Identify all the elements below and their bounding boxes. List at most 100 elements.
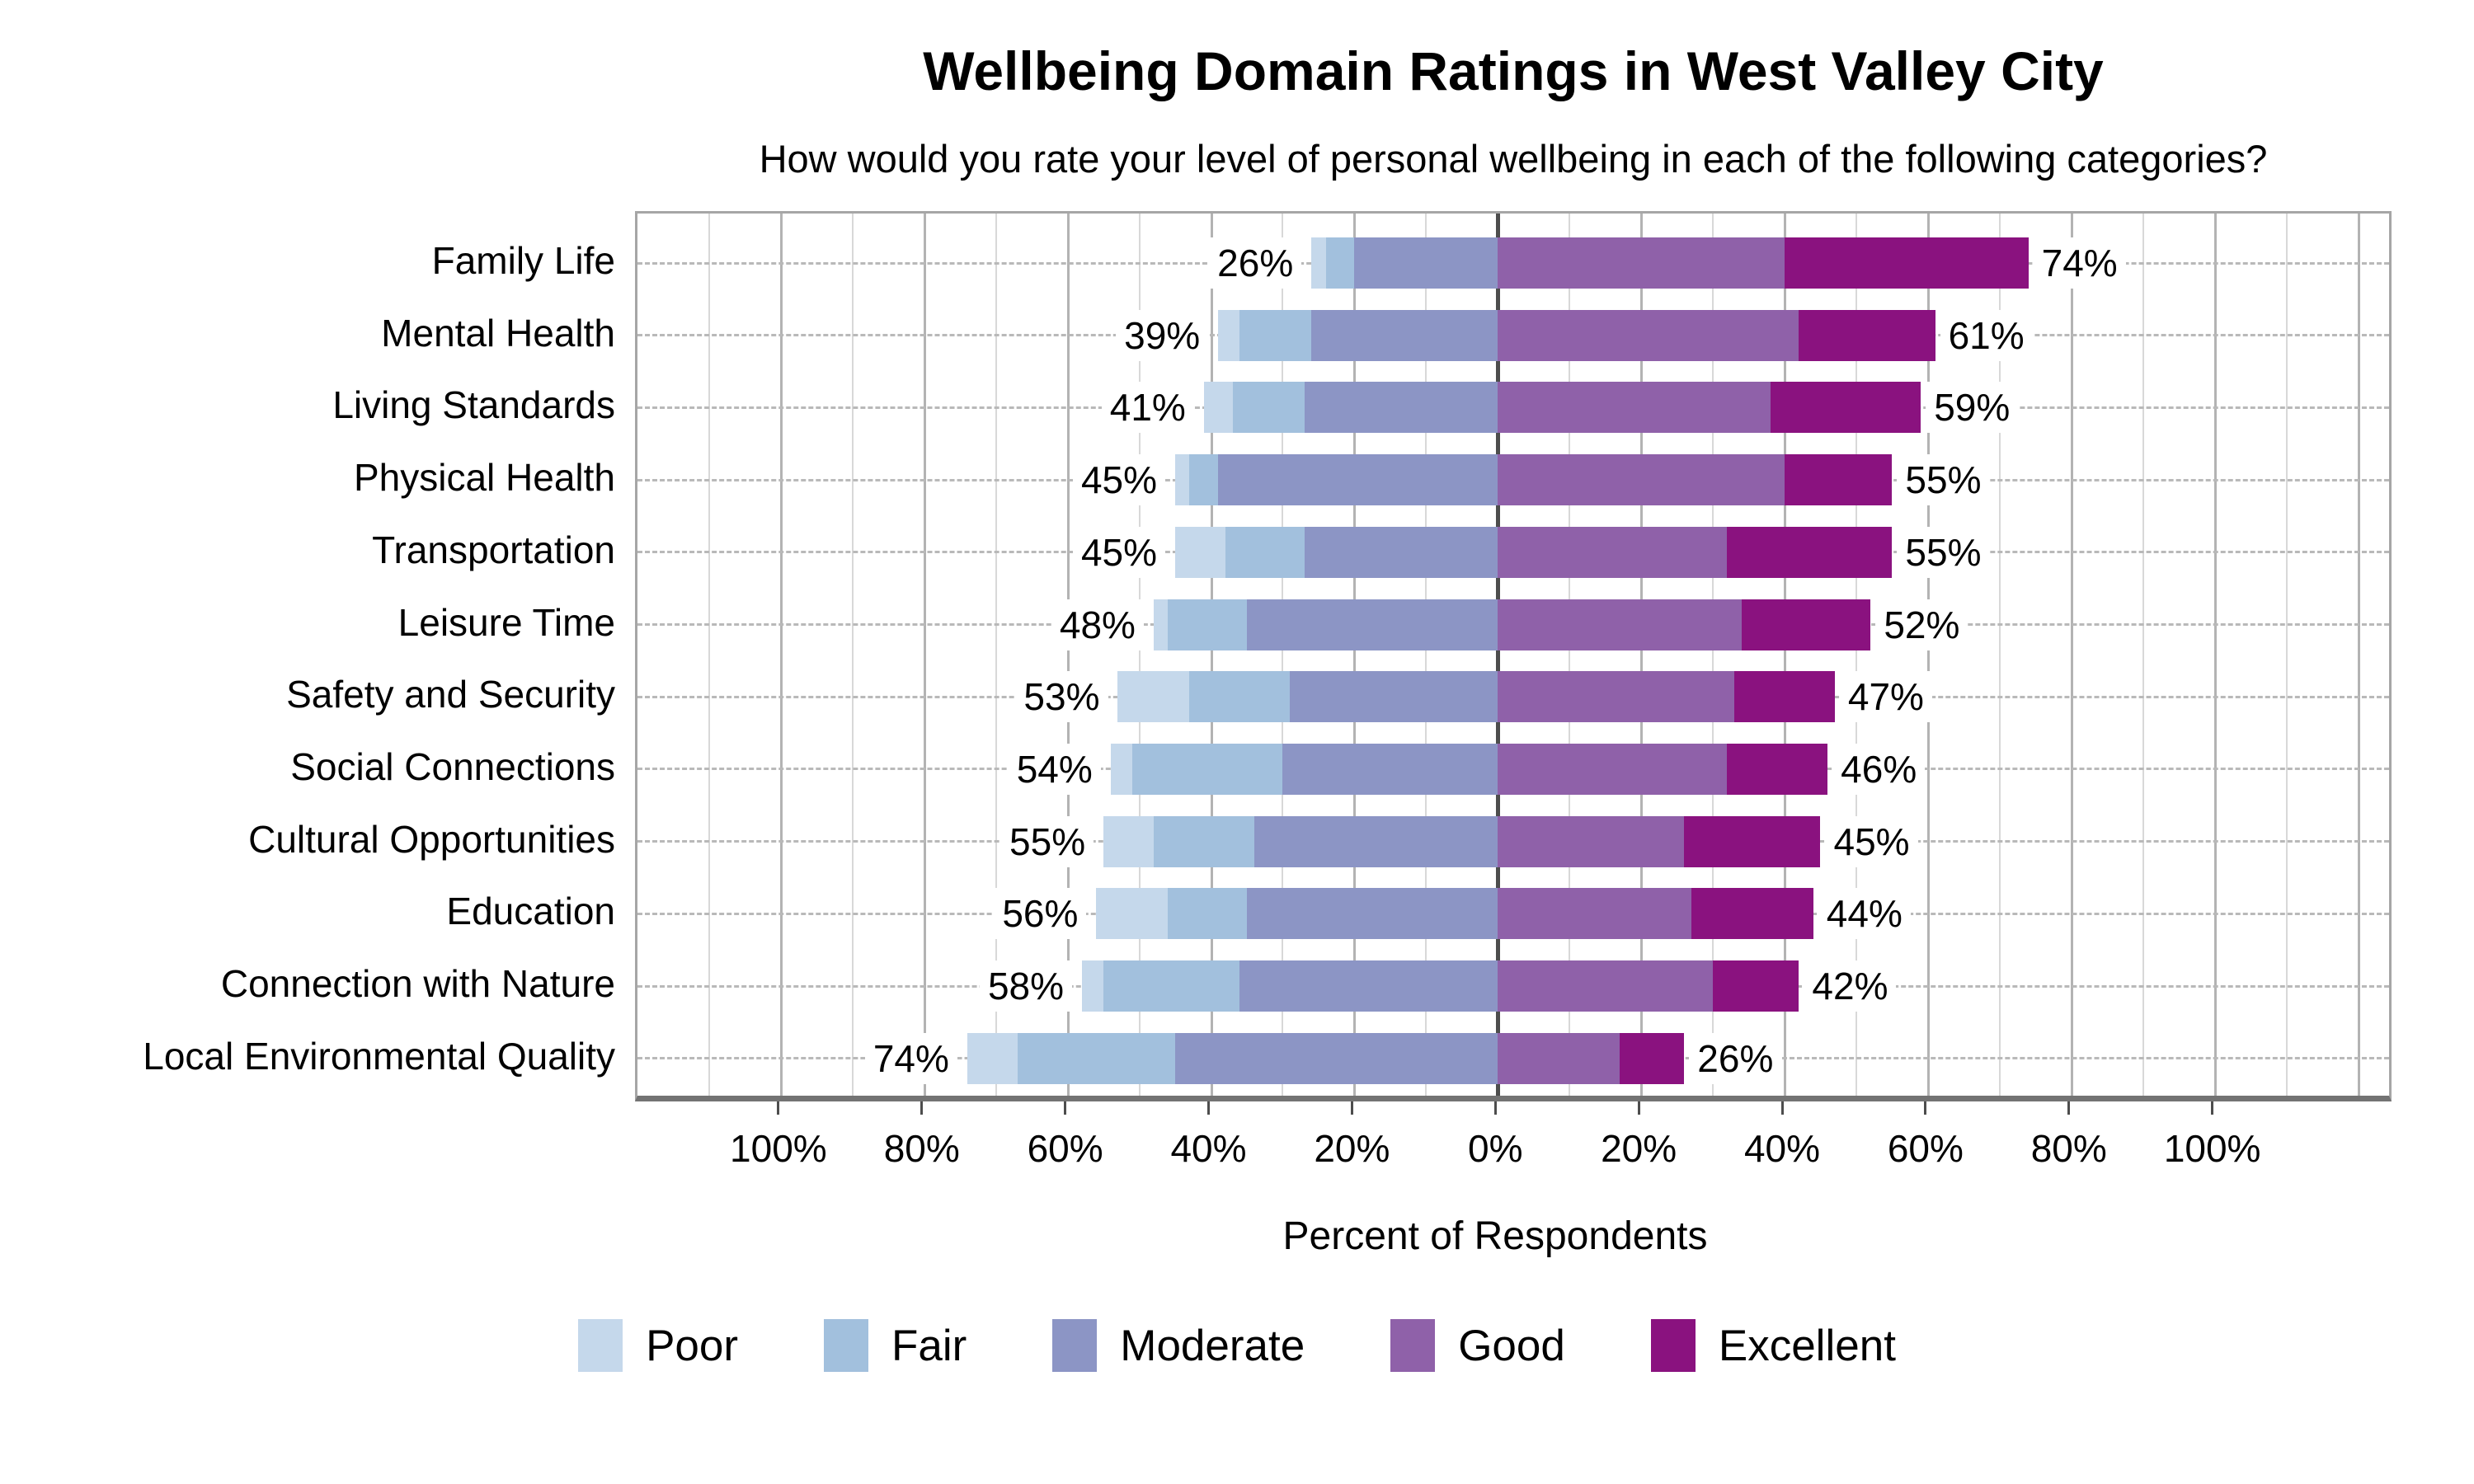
bar-row xyxy=(1311,237,2029,289)
gridline-x xyxy=(1066,214,1070,1096)
gridline-x xyxy=(1210,214,1213,1096)
legend-label: Good xyxy=(1458,1321,1565,1370)
bar-segment-excellent xyxy=(1741,599,1871,650)
right-percent-label: 44% xyxy=(1818,888,1911,940)
plot-area: 26% 74% 39% 61% 41% 59% 45% 55% 45% 55% 48% 52% 53% 4… xyxy=(635,211,2392,1101)
legend-item-excellent: Excellent xyxy=(1650,1319,1896,1372)
bar-row xyxy=(1117,671,1835,723)
gridline-x xyxy=(1282,214,1284,1096)
right-percent-label: 26% xyxy=(1689,1032,1782,1084)
gridline-x xyxy=(779,214,783,1096)
bar-segment-good xyxy=(1498,671,1735,723)
x-tick-label: 60% xyxy=(1027,1127,1103,1170)
bar-segment-excellent xyxy=(1799,309,1935,361)
category-label: Safety and Security xyxy=(286,673,615,716)
x-tick-label: 100% xyxy=(730,1127,827,1170)
bar-row xyxy=(967,1032,1685,1084)
bar-segment-moderate xyxy=(1290,671,1498,723)
bar-row xyxy=(1175,526,1893,578)
bar-row xyxy=(1153,599,1871,650)
bar-segment-moderate xyxy=(1311,309,1498,361)
gridline-x xyxy=(2285,214,2288,1096)
bar-segment-fair xyxy=(1103,960,1240,1012)
right-percent-label: 45% xyxy=(1825,815,1918,867)
bar-segment-moderate xyxy=(1175,1032,1498,1084)
bar-segment-poor xyxy=(1110,743,1132,795)
bar-segment-moderate xyxy=(1253,815,1498,867)
zero-line xyxy=(1495,214,1500,1096)
category-label: Family Life xyxy=(431,239,615,282)
right-percent-label: 55% xyxy=(1897,526,1990,578)
x-tick xyxy=(1207,1101,1210,1115)
bar-segment-excellent xyxy=(1713,960,1799,1012)
bar-segment-excellent xyxy=(1684,815,1821,867)
gridline-x xyxy=(1569,214,1571,1096)
bar-segment-poor xyxy=(1218,309,1240,361)
bar-segment-poor xyxy=(967,1032,1018,1084)
x-tick xyxy=(1493,1101,1497,1115)
bar-segment-good xyxy=(1498,237,1785,289)
legend-item-fair: Fair xyxy=(824,1319,967,1372)
left-percent-label: 39% xyxy=(1116,309,1209,361)
bar-segment-fair xyxy=(1232,382,1305,434)
x-tick-label: 40% xyxy=(1743,1127,1821,1170)
gridline-x xyxy=(2213,214,2217,1096)
bar-segment-fair xyxy=(1225,526,1305,578)
bar-segment-moderate xyxy=(1282,743,1498,795)
left-percent-label: 53% xyxy=(1015,671,1108,723)
gridline-x xyxy=(1138,214,1141,1096)
left-percent-label: 58% xyxy=(979,960,1073,1012)
category-label: Connection with Nature xyxy=(220,962,615,1005)
x-tick xyxy=(920,1101,924,1115)
bar-segment-fair xyxy=(1189,454,1219,506)
bar-segment-excellent xyxy=(1784,454,1893,506)
bar-segment-good xyxy=(1498,599,1742,650)
category-label: Living Standards xyxy=(332,383,615,427)
x-tick-label: 60% xyxy=(1887,1127,1964,1170)
bar-segment-excellent xyxy=(1734,671,1835,723)
bar-row xyxy=(1103,815,1821,867)
bar-segment-fair xyxy=(1017,1032,1175,1084)
x-tick-label: 80% xyxy=(883,1127,960,1170)
plot-canvas: 26% 74% 39% 61% 41% 59% 45% 55% 45% 55% 48% 52% 53% 4… xyxy=(637,214,2389,1096)
gridline-x xyxy=(851,214,854,1096)
bar-segment-good xyxy=(1498,815,1685,867)
bar-segment-moderate xyxy=(1304,526,1498,578)
chart-subtitle: How would you rate your level of persona… xyxy=(759,136,2268,181)
bar-segment-good xyxy=(1498,743,1728,795)
bar-segment-fair xyxy=(1153,815,1254,867)
bar-segment-good xyxy=(1498,382,1771,434)
category-label: Education xyxy=(446,890,615,933)
legend-swatch-moderate xyxy=(1052,1319,1098,1372)
bar-segment-excellent xyxy=(1691,888,1813,940)
x-axis-title-text: Percent of Respondents xyxy=(1282,1214,1708,1258)
gridline-x xyxy=(1712,214,1714,1096)
x-tick-label: 20% xyxy=(1314,1127,1390,1170)
gridline-x xyxy=(2142,214,2144,1096)
left-percent-label: 26% xyxy=(1209,237,1302,289)
bar-segment-poor xyxy=(1311,237,1326,289)
left-percent-label: 54% xyxy=(1008,743,1101,795)
left-percent-label: 74% xyxy=(864,1032,957,1084)
bar-segment-fair xyxy=(1131,743,1283,795)
bar-row xyxy=(1218,309,1935,361)
bar-segment-fair xyxy=(1325,237,1355,289)
bar-segment-good xyxy=(1498,1032,1620,1084)
right-percent-label: 61% xyxy=(1940,309,2033,361)
x-tick xyxy=(2211,1101,2214,1115)
right-percent-label: 47% xyxy=(1839,671,1932,723)
bar-segment-fair xyxy=(1168,599,1247,650)
gridline-x xyxy=(1998,214,2001,1096)
gridline-x xyxy=(2357,214,2360,1096)
right-percent-label: 55% xyxy=(1897,454,1990,506)
category-label: Mental Health xyxy=(381,311,615,355)
right-percent-label: 42% xyxy=(1804,960,1897,1012)
bar-segment-poor xyxy=(1175,454,1190,506)
gridline-x xyxy=(2070,214,2073,1096)
legend-label: Moderate xyxy=(1120,1321,1305,1370)
right-percent-label: 46% xyxy=(1832,743,1926,795)
category-label: Social Connections xyxy=(290,744,615,788)
bar-segment-poor xyxy=(1103,815,1154,867)
gridline-x xyxy=(1353,214,1357,1096)
x-axis-title: Percent of Respondents xyxy=(635,1214,2392,1259)
